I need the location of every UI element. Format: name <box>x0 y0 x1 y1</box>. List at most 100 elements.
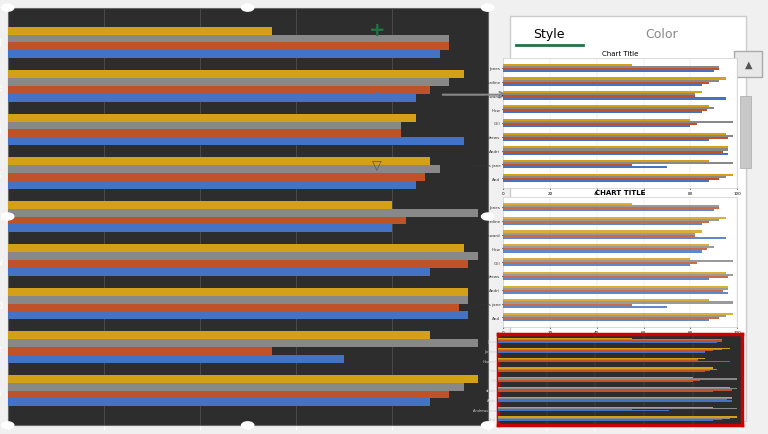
Bar <box>503 313 733 316</box>
Bar <box>503 174 733 177</box>
Bar <box>8 383 464 391</box>
Title: CHART TITLE: CHART TITLE <box>595 190 645 196</box>
Bar <box>503 167 667 169</box>
Bar <box>503 210 714 212</box>
Bar <box>8 158 430 166</box>
Bar <box>503 151 723 153</box>
Text: ▲: ▲ <box>745 60 752 70</box>
Bar <box>498 409 632 410</box>
Bar <box>8 87 430 95</box>
Bar <box>498 342 717 343</box>
Bar <box>498 378 737 380</box>
Bar <box>8 36 449 43</box>
Bar <box>503 110 707 112</box>
Bar <box>498 390 732 391</box>
FancyBboxPatch shape <box>314 9 440 52</box>
Bar <box>8 51 439 59</box>
Bar <box>498 408 737 409</box>
Title: Chart Title: Chart Title <box>602 51 638 57</box>
Bar <box>498 388 737 390</box>
Bar <box>503 205 719 207</box>
Bar <box>503 258 690 260</box>
Bar <box>503 235 695 237</box>
Bar <box>498 407 713 408</box>
Bar <box>8 391 449 398</box>
Bar <box>503 260 733 263</box>
Bar <box>498 397 732 398</box>
Bar <box>498 350 713 352</box>
Bar <box>503 237 726 239</box>
Bar <box>503 316 726 318</box>
Bar <box>8 375 478 383</box>
Title: Chart Title: Chart Title <box>604 327 636 332</box>
Bar <box>503 80 719 82</box>
Bar <box>503 82 709 85</box>
Bar <box>503 179 719 181</box>
Text: +: + <box>369 21 386 40</box>
FancyBboxPatch shape <box>734 52 763 78</box>
Bar <box>503 274 733 276</box>
Bar <box>503 149 728 151</box>
Title: Chart Title: Chart Title <box>194 0 301 2</box>
Bar <box>503 65 632 66</box>
Bar <box>8 339 478 347</box>
Bar <box>503 161 709 163</box>
Bar <box>503 288 728 290</box>
Legend: Series4, Series3, Series2, Series1: Series4, Series3, Series2, Series1 <box>581 217 660 224</box>
Bar <box>503 126 690 128</box>
Bar <box>503 108 714 110</box>
Bar <box>503 122 733 124</box>
Bar <box>498 398 732 399</box>
Bar <box>503 71 714 73</box>
Bar <box>503 278 709 280</box>
Bar <box>498 387 730 388</box>
Bar <box>498 348 730 349</box>
Bar <box>8 245 464 253</box>
Bar <box>503 318 719 320</box>
Bar <box>498 368 713 369</box>
Bar <box>503 85 702 86</box>
Bar <box>503 300 709 302</box>
Bar <box>503 181 709 183</box>
Legend: Series4, Series3, Series2, Series1: Series4, Series3, Series2, Series1 <box>581 355 660 362</box>
Bar <box>503 231 702 233</box>
Bar <box>503 292 728 294</box>
Bar <box>8 312 468 319</box>
Bar <box>503 263 697 265</box>
Bar <box>8 138 464 146</box>
Bar <box>498 359 698 360</box>
Bar <box>8 28 272 36</box>
Bar <box>503 224 702 225</box>
Bar <box>503 249 707 251</box>
Bar <box>503 302 733 304</box>
Bar <box>503 153 728 155</box>
Bar <box>503 251 702 253</box>
Bar <box>503 217 726 219</box>
Bar <box>503 138 728 139</box>
Bar <box>8 71 464 79</box>
Bar <box>503 219 719 221</box>
Bar <box>8 332 430 339</box>
Bar <box>8 260 468 268</box>
Bar <box>8 79 449 87</box>
Bar <box>8 296 468 304</box>
Text: ✒: ✒ <box>371 88 383 103</box>
Bar <box>498 410 669 411</box>
Point <box>511 43 521 48</box>
Bar <box>498 417 737 418</box>
Bar <box>503 165 632 167</box>
Bar <box>503 276 728 278</box>
Bar <box>503 133 726 135</box>
Bar <box>503 124 697 126</box>
FancyBboxPatch shape <box>510 17 746 421</box>
Bar <box>503 247 714 249</box>
Bar <box>503 106 709 108</box>
Bar <box>503 245 709 247</box>
Bar <box>503 135 733 138</box>
Bar <box>8 209 478 217</box>
Bar <box>498 399 727 401</box>
Bar <box>498 419 723 420</box>
Bar <box>503 92 702 94</box>
Bar <box>8 347 272 355</box>
Bar <box>498 352 705 353</box>
